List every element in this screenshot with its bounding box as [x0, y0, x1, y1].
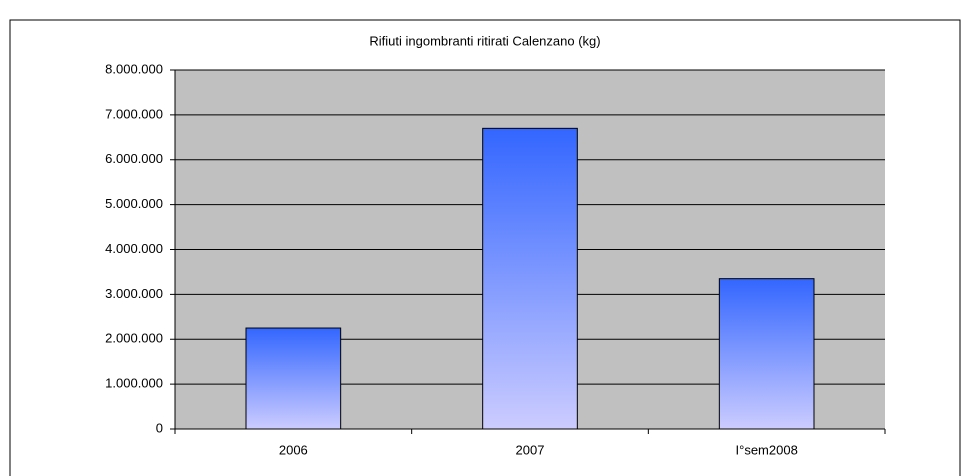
- bar: [482, 127, 578, 430]
- y-tick-label: 5.000.000: [105, 196, 163, 211]
- y-tick-label: 6.000.000: [105, 151, 163, 166]
- y-tick-label: 7.000.000: [105, 106, 163, 121]
- bar: [718, 278, 815, 430]
- y-tick-label: 0: [156, 420, 163, 435]
- y-tick-label: 8.000.000: [105, 61, 163, 76]
- y-tick-label: 4.000.000: [105, 241, 163, 256]
- x-tick-label: 2007: [516, 442, 545, 457]
- y-tick-label: 2.000.000: [105, 331, 163, 346]
- chart-title: Rifiuti ingombranti ritirati Calenzano (…: [369, 33, 600, 48]
- y-tick-label: 3.000.000: [105, 286, 163, 301]
- x-tick-label: I°sem2008: [736, 442, 798, 457]
- x-tick-label: 2006: [279, 442, 308, 457]
- y-tick-label: 1.000.000: [105, 376, 163, 391]
- bar: [245, 327, 342, 430]
